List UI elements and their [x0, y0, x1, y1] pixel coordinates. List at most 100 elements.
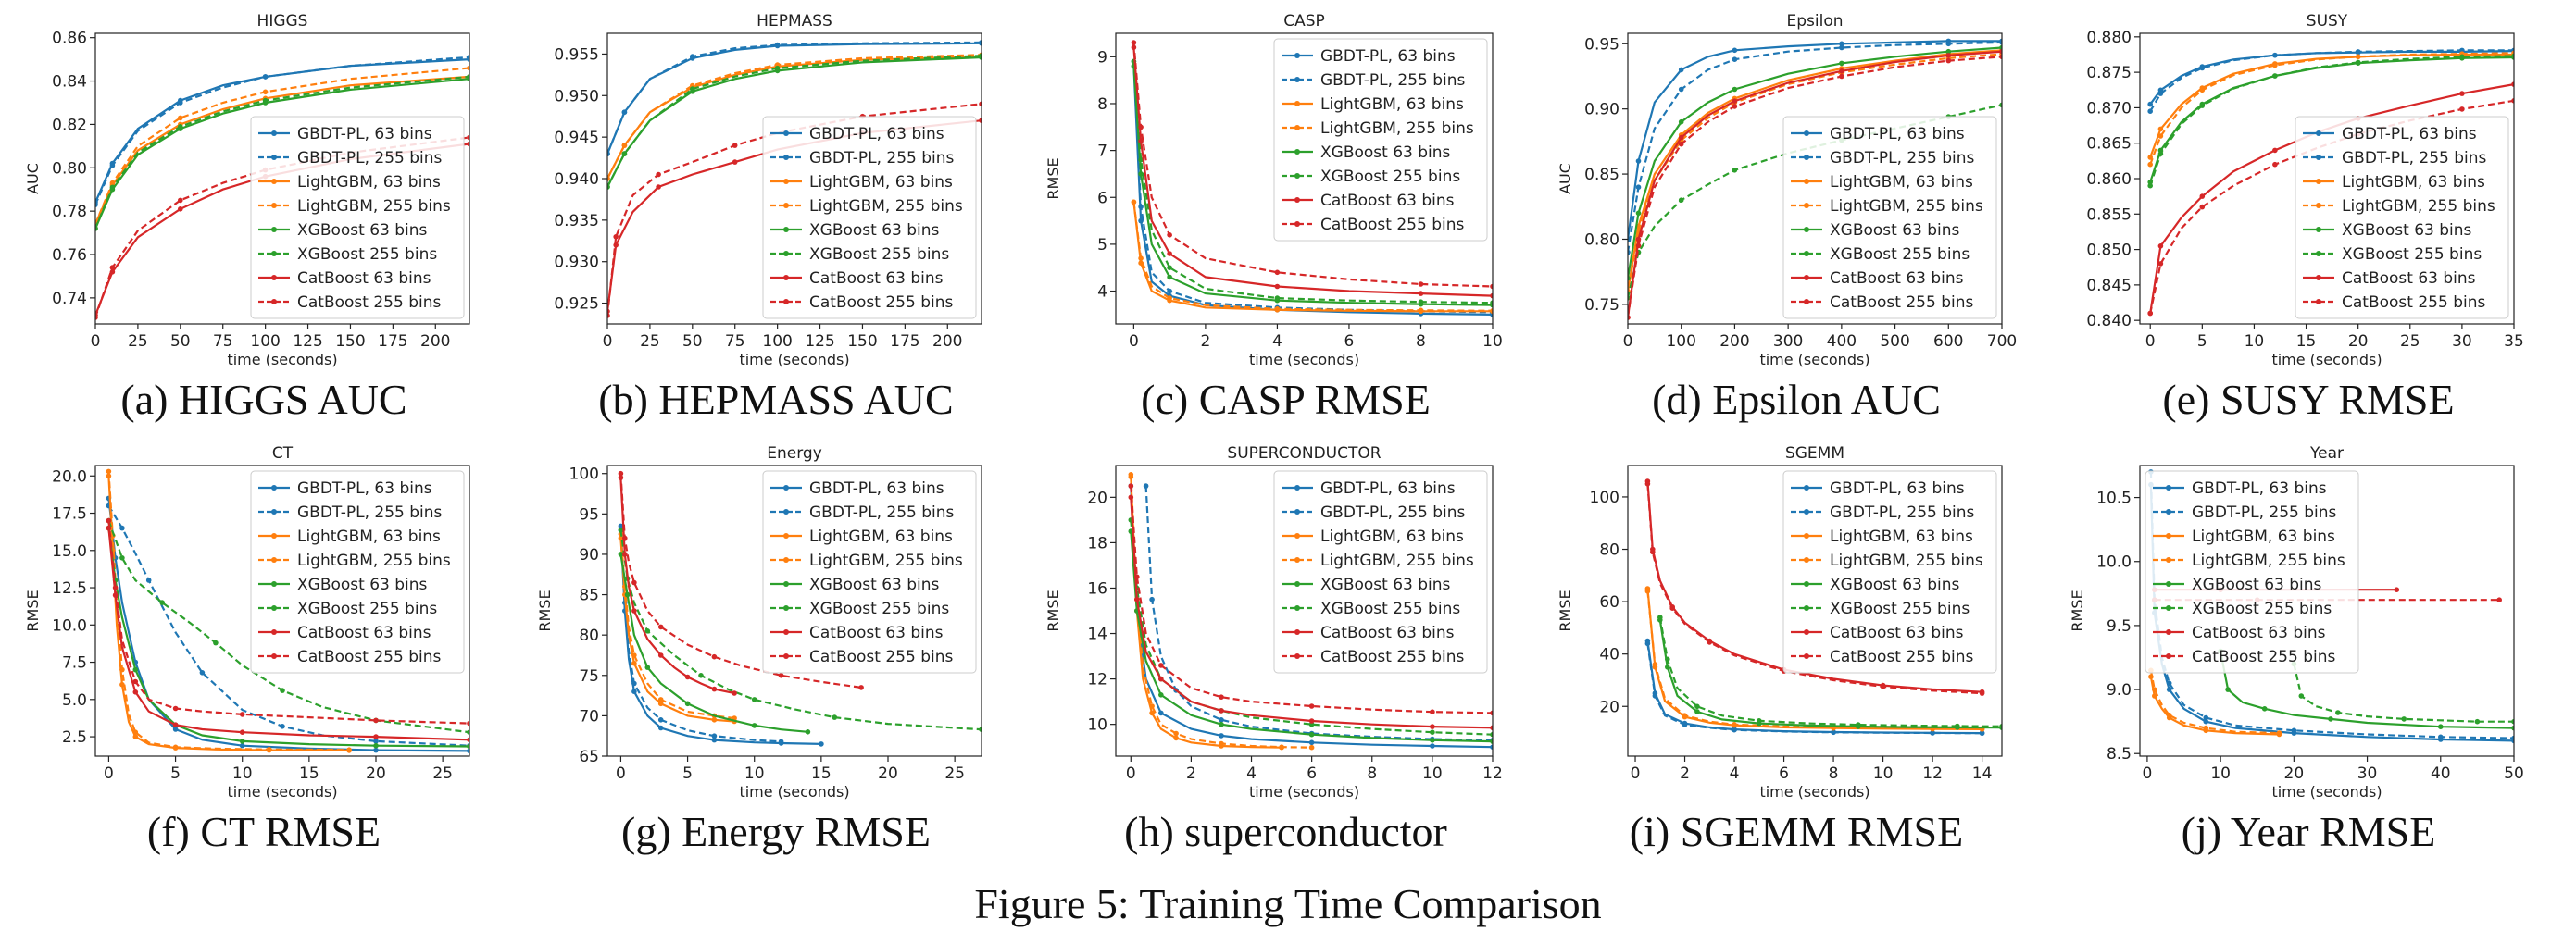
- series-marker: [819, 741, 824, 747]
- series-marker: [684, 674, 691, 680]
- series-marker: [1999, 102, 2002, 108]
- series-marker: [2401, 716, 2407, 722]
- legend-swatch-marker: [271, 227, 277, 232]
- legend-entry: LightGBM, 63 bins: [297, 528, 441, 546]
- chart-casp: CASP 0 2 4 6 8 10 4 5 6 7 8 9 time (seconds) RMSE GBDT-…: [1044, 12, 1503, 368]
- series-marker: [172, 744, 179, 751]
- legend-entry: CatBoost 63 bins: [1320, 192, 1455, 210]
- y-tick-label: 0.86: [52, 30, 87, 48]
- series-marker: [1707, 640, 1713, 645]
- legend-swatch-marker: [1804, 130, 1809, 136]
- subfigure-caption: (d) Epsilon AUC: [1652, 376, 1941, 423]
- series-marker: [1138, 171, 1144, 177]
- y-tick-label: 6: [1097, 189, 1107, 207]
- series-marker: [1490, 744, 1493, 750]
- y-tick-label: 80: [1599, 541, 1619, 560]
- series-marker: [1628, 249, 1631, 255]
- y-tick-label: 0.860: [2086, 170, 2132, 189]
- series-marker: [607, 176, 610, 181]
- legend-swatch-marker: [1294, 101, 1300, 106]
- legend-swatch-marker: [2316, 227, 2321, 232]
- chart-year: Year 0 10 20 30 40 50 8.5 9.0 9.5 10.0 10.5 time (se…: [2069, 444, 2524, 801]
- legend-entry: GBDT-PL, 63 bins: [1320, 47, 1456, 66]
- series-marker: [1831, 729, 1836, 736]
- y-tick-label: 0.840: [2086, 312, 2132, 330]
- series-marker: [467, 134, 469, 141]
- series-marker: [1665, 656, 1670, 663]
- legend-swatch-marker: [783, 653, 789, 659]
- series-marker: [1128, 483, 1134, 489]
- series-marker: [373, 747, 379, 753]
- series-marker: [1732, 98, 1738, 104]
- series-marker: [2511, 735, 2514, 741]
- series-marker: [132, 689, 139, 695]
- series-line-2: [619, 526, 782, 743]
- legend-swatch-marker: [783, 179, 789, 184]
- y-tick-label: 7.5: [62, 654, 87, 673]
- series-marker: [2459, 91, 2465, 96]
- series-line-6: [607, 55, 982, 188]
- plot-frame: [1115, 32, 1494, 325]
- legend-swatch-marker: [2166, 629, 2171, 635]
- legend-entry: LightGBM, 255 bins: [1830, 197, 1983, 216]
- series-marker: [656, 171, 661, 178]
- series-marker: [1880, 684, 1886, 689]
- x-tick-label: 10: [1422, 764, 1443, 783]
- legend-entry: LightGBM, 255 bins: [297, 197, 451, 216]
- series-marker: [2511, 53, 2514, 59]
- legend-entry: XGBoost 63 bins: [1830, 221, 1960, 240]
- series-marker: [1134, 574, 1140, 579]
- series-marker: [119, 666, 125, 673]
- y-tick-label: 0.930: [554, 254, 599, 272]
- series-marker: [1732, 56, 1738, 62]
- legend-swatch-marker: [1804, 485, 1809, 491]
- legend-entry: GBDT-PL, 255 bins: [1830, 149, 1975, 168]
- series-marker: [280, 688, 285, 693]
- legend-entry: LightGBM, 255 bins: [809, 197, 963, 216]
- series-marker: [2147, 161, 2153, 168]
- series-marker: [1945, 48, 1952, 55]
- series-marker: [373, 742, 379, 749]
- y-tick-label: 0.950: [554, 87, 599, 106]
- x-tick-label: 30: [2452, 332, 2472, 351]
- y-tick-label: 10: [1087, 716, 1107, 735]
- series-marker: [178, 124, 183, 130]
- legend-swatch-marker: [1804, 533, 1809, 539]
- legend-swatch-marker: [2316, 275, 2321, 280]
- series-line-4: [1132, 202, 1493, 312]
- series-marker: [467, 729, 469, 735]
- x-axis-label: time (seconds): [1249, 783, 1359, 801]
- y-tick-label: 20: [1087, 489, 1107, 507]
- series-marker: [467, 743, 469, 750]
- legend-swatch-marker: [1804, 629, 1809, 635]
- series-marker: [2147, 182, 2153, 189]
- series-marker: [805, 729, 811, 735]
- legend-swatch-marker: [1294, 53, 1300, 58]
- series-marker: [1219, 694, 1224, 700]
- series-marker: [1955, 723, 1960, 729]
- chart-title: SUPERCONDUCTOR: [1227, 444, 1381, 463]
- series-marker: [1308, 739, 1315, 746]
- x-tick-label: 25: [432, 764, 453, 783]
- x-tick-label: 75: [213, 332, 233, 351]
- series-marker: [1131, 199, 1137, 205]
- legend-entry: XGBoost 63 bins: [1320, 143, 1451, 162]
- series-marker: [1490, 308, 1493, 314]
- legend-entry: GBDT-PL, 255 bins: [297, 149, 443, 168]
- legend-entry: CatBoost 63 bins: [1830, 624, 1964, 642]
- series-marker: [979, 40, 982, 45]
- y-axis-label: RMSE: [1044, 157, 1062, 199]
- legend-swatch-marker: [783, 533, 789, 539]
- series-marker: [2355, 59, 2361, 66]
- series-marker: [106, 517, 112, 524]
- series-marker: [1979, 730, 1985, 736]
- series-marker: [2157, 261, 2164, 267]
- series-marker: [109, 265, 116, 270]
- series-marker: [1657, 615, 1663, 620]
- y-tick-label: 14: [1087, 626, 1107, 644]
- series-line-2: [607, 41, 982, 155]
- series-marker: [2261, 706, 2268, 712]
- y-tick-label: 0.940: [554, 170, 599, 189]
- legend-entry: CatBoost 255 bins: [1320, 216, 1464, 234]
